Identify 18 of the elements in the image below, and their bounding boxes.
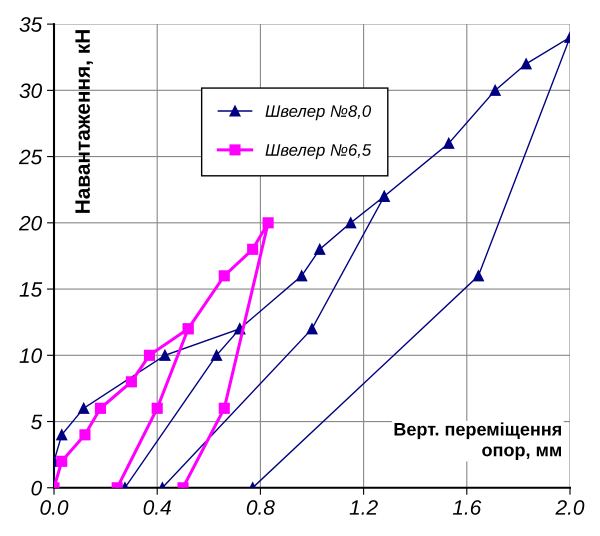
x-tick-label: 0.8 [246,500,275,515]
x-tick-label: 0.0 [40,500,68,515]
y-tick-label: 25 [18,150,42,164]
y-tick-label: 35 [20,17,42,32]
y-tick-label: 30 [20,83,42,98]
x-tick-label: 1.2 [350,500,378,515]
y-tick-label: 5 [31,414,42,430]
y-tick-label: 20 [18,216,42,231]
x-tick-label: 2.0 [555,500,584,515]
x-tick-label: 0.4 [144,500,171,515]
y-tick-label: 15 [20,282,42,297]
y-tick-label: 10 [20,348,42,364]
legend-label: Швелер №8,0 [266,105,372,120]
y-axis-title: Навантаження, кН [75,30,93,213]
y-tick-label: 0 [32,480,42,496]
legend-label: Швелер №6,5 [266,144,372,160]
x-tick-label: 1.6 [452,500,482,515]
x-axis-title: Верт. переміщення опор, мм [394,422,562,460]
